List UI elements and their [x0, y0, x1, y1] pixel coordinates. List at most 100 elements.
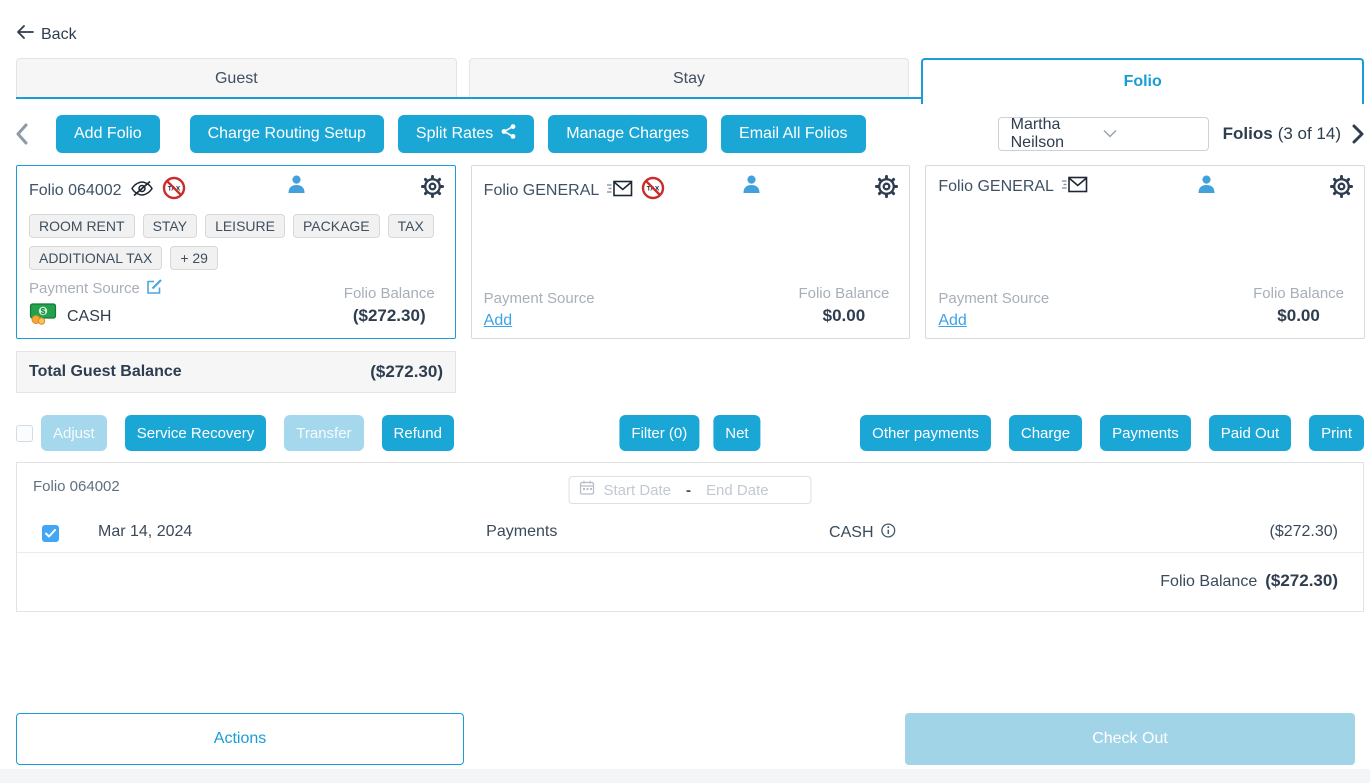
filter-button[interactable]: Filter (0): [619, 415, 700, 451]
payment-source-block: Payment Source $: [29, 278, 163, 330]
table-folio-balance: Folio Balance ($272.30): [1160, 571, 1338, 591]
add-payment-source-link[interactable]: Add: [483, 312, 513, 329]
folio-balance-block: Folio Balance $0.00: [1253, 285, 1344, 326]
back-button[interactable]: Back: [16, 25, 77, 44]
send-email-icon: [607, 180, 633, 202]
date-range-picker[interactable]: Start Date - End Date: [568, 476, 812, 504]
folio-toolbar: Add Folio Charge Routing Setup Split Rat…: [16, 115, 1364, 153]
check-out-button: Check Out: [905, 713, 1355, 765]
share-icon: [501, 124, 516, 144]
folio-card-title: Folio GENERAL: [483, 181, 600, 199]
actions-button[interactable]: Actions: [16, 713, 464, 765]
transaction-row[interactable]: Mar 14, 2024 Payments CASH ($272.30): [17, 515, 1363, 553]
split-rates-button[interactable]: Split Rates: [397, 115, 535, 153]
charge-button[interactable]: Charge: [1008, 415, 1083, 451]
card-header: Folio GENERAL: [938, 176, 1088, 198]
folio-balance-label: Folio Balance: [798, 285, 890, 302]
person-icon[interactable]: [743, 175, 760, 198]
gear-icon[interactable]: [1329, 174, 1354, 204]
split-rates-label: Split Rates: [415, 125, 494, 142]
transfer-button: Transfer: [284, 415, 364, 451]
no-tax-icon: TAX: [162, 176, 186, 205]
arrow-left-icon: [16, 25, 34, 44]
paid-out-button[interactable]: Paid Out: [1208, 415, 1292, 451]
card-header: Folio 064002 TAX: [29, 176, 186, 205]
transactions-table: Folio 064002 Start Date - End Date Mar 1…: [16, 462, 1364, 612]
email-all-folios-button[interactable]: Email All Folios: [721, 115, 866, 153]
guest-selector[interactable]: Martha Neilson: [997, 116, 1209, 151]
folio-tags: ROOM RENT STAY LEISURE PACKAGE TAX ADDIT…: [29, 214, 443, 270]
tag-chip-more[interactable]: + 29: [170, 246, 218, 270]
send-email-icon: [1061, 176, 1088, 198]
tag-chip: PACKAGE: [292, 214, 380, 238]
chevron-right-icon[interactable]: [1352, 124, 1364, 144]
card-header: Folio GENERAL TAX: [484, 176, 666, 205]
folio-balance-label: Folio Balance: [343, 285, 435, 302]
add-folio-button[interactable]: Add Folio: [56, 115, 160, 153]
folio-balance-amount: $0.00: [1277, 306, 1320, 325]
gear-icon[interactable]: [874, 174, 899, 204]
total-guest-balance-label: Total Guest Balance: [29, 363, 182, 380]
folio-balance-block: Folio Balance ($272.30): [344, 285, 435, 326]
guest-selector-value: Martha Neilson: [1010, 116, 1064, 151]
cash-icon: $: [29, 303, 57, 330]
tab-folio[interactable]: Folio: [921, 58, 1365, 104]
folio-balance-label: Folio Balance: [1253, 285, 1345, 302]
adjust-button: Adjust: [41, 415, 107, 451]
payment-source-label: Payment Source: [483, 290, 595, 307]
transaction-date: Mar 14, 2024: [98, 523, 193, 540]
start-date-input[interactable]: Start Date: [603, 481, 672, 499]
row-checkbox-checked[interactable]: [42, 525, 59, 542]
person-icon[interactable]: [1198, 175, 1215, 198]
date-separator: -: [686, 481, 692, 499]
table-folio-balance-amount: ($272.30): [1265, 571, 1338, 590]
print-button[interactable]: Print: [1309, 415, 1364, 451]
info-icon[interactable]: [880, 523, 896, 543]
end-date-input[interactable]: End Date: [706, 481, 769, 499]
tag-chip: ADDITIONAL TAX: [29, 246, 163, 270]
folio-card-general-2[interactable]: Folio GENERAL: [925, 165, 1366, 339]
eye-slash-icon: [130, 180, 154, 202]
payment-source-block: Payment Source Add: [938, 290, 1049, 330]
transaction-method-value: CASH: [829, 524, 874, 541]
gear-icon[interactable]: [420, 174, 445, 204]
edit-icon[interactable]: [146, 278, 163, 299]
payment-method-value: CASH: [67, 307, 112, 325]
person-icon[interactable]: [288, 175, 305, 198]
table-folio-balance-label: Folio Balance: [1160, 573, 1258, 590]
folio-balance-block: Folio Balance $0.00: [798, 285, 889, 326]
charge-routing-setup-button[interactable]: Charge Routing Setup: [189, 115, 384, 153]
total-guest-balance: Total Guest Balance ($272.30): [16, 351, 456, 393]
payments-button[interactable]: Payments: [1100, 415, 1191, 451]
tag-chip: ROOM RENT: [29, 214, 135, 238]
tab-underline: [16, 97, 1364, 99]
manage-charges-button[interactable]: Manage Charges: [548, 115, 708, 153]
svg-text:$: $: [41, 307, 46, 316]
add-payment-source-link[interactable]: Add: [938, 312, 967, 329]
folio-balance-amount: $0.00: [822, 306, 866, 325]
service-recovery-button[interactable]: Service Recovery: [124, 415, 267, 451]
folio-card-064002[interactable]: Folio 064002 TAX: [16, 165, 456, 339]
filter-group: Filter (0) Net: [619, 415, 761, 451]
folio-balance-amount: ($272.30): [352, 306, 426, 325]
other-payments-button[interactable]: Other payments: [860, 415, 991, 451]
back-label: Back: [41, 25, 77, 43]
tab-guest[interactable]: Guest: [16, 58, 457, 98]
bottom-strip: [0, 769, 1370, 783]
net-button[interactable]: Net: [713, 415, 761, 451]
chevron-left-icon[interactable]: [16, 123, 28, 145]
transaction-type: Payments: [486, 523, 558, 540]
payment-source-label: Payment Source: [29, 280, 140, 297]
refund-button[interactable]: Refund: [381, 415, 454, 451]
select-all-checkbox[interactable]: [16, 424, 33, 442]
chevron-down-icon: [1103, 125, 1196, 143]
folio-card-general-1[interactable]: Folio GENERAL TAX: [470, 165, 911, 339]
tab-bar: Guest Stay Folio: [16, 58, 1365, 104]
tag-chip: TAX: [387, 214, 434, 238]
transaction-actions-row: Adjust Service Recovery Transfer Refund …: [16, 415, 1364, 451]
tab-stay[interactable]: Stay: [468, 58, 910, 98]
charge-actions-group: Other payments Charge Payments Paid Out …: [860, 415, 1364, 451]
no-tax-icon: TAX: [641, 176, 665, 205]
tag-chip: LEISURE: [205, 214, 285, 238]
payment-source-block: Payment Source Add: [484, 290, 595, 330]
